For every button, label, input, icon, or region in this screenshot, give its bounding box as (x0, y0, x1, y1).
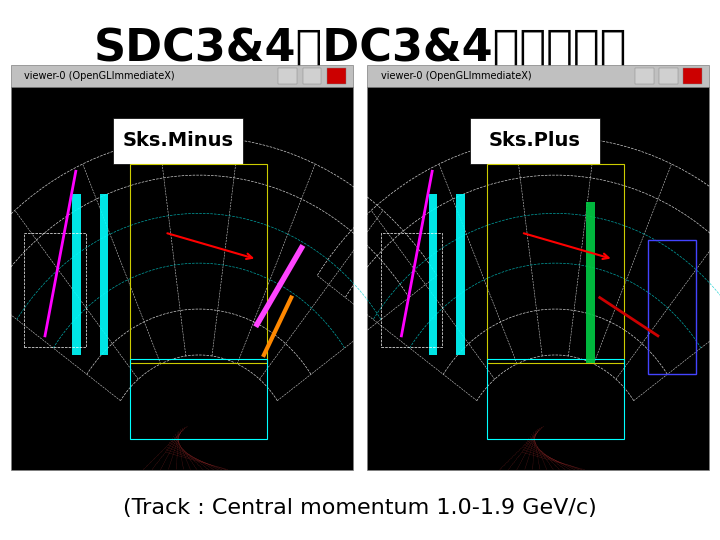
Bar (381, 233, 442, 347)
FancyBboxPatch shape (327, 68, 346, 84)
FancyBboxPatch shape (659, 68, 678, 84)
Bar (72, 194, 81, 355)
FancyBboxPatch shape (11, 65, 353, 87)
Text: viewer-0 (OpenGLImmediateX): viewer-0 (OpenGLImmediateX) (24, 71, 175, 81)
FancyBboxPatch shape (11, 87, 353, 470)
FancyBboxPatch shape (367, 87, 709, 470)
Text: viewer-0 (OpenGLImmediateX): viewer-0 (OpenGLImmediateX) (381, 71, 531, 81)
FancyBboxPatch shape (279, 68, 297, 84)
FancyBboxPatch shape (683, 68, 702, 84)
FancyBboxPatch shape (367, 65, 709, 87)
Text: Sks.Minus: Sks.Minus (123, 131, 234, 150)
Bar (24, 233, 86, 347)
Bar (648, 240, 696, 374)
FancyBboxPatch shape (469, 118, 600, 164)
Bar (456, 194, 464, 355)
Text: Sks.Plus: Sks.Plus (489, 131, 581, 150)
FancyBboxPatch shape (302, 68, 321, 84)
Bar (429, 194, 437, 355)
Bar (99, 194, 108, 355)
FancyBboxPatch shape (113, 118, 243, 164)
Bar (586, 202, 595, 363)
Text: SDC3&4をDC3&4として使用: SDC3&4をDC3&4として使用 (94, 27, 626, 70)
Text: (Track : Central momentum 1.0-1.9 GeV/c): (Track : Central momentum 1.0-1.9 GeV/c) (123, 498, 597, 518)
FancyBboxPatch shape (635, 68, 654, 84)
